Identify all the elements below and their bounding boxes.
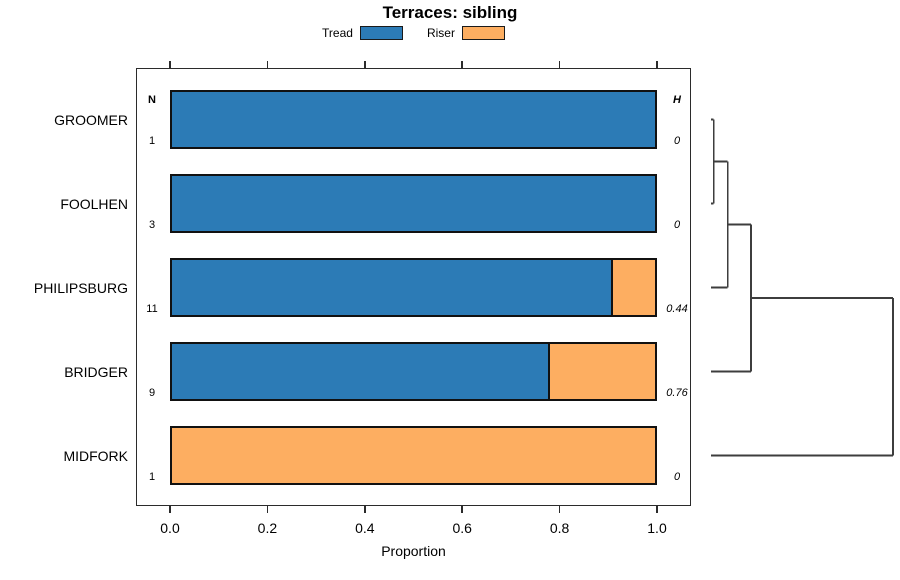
bar-midfork <box>170 426 657 485</box>
bar-groomer <box>170 90 657 149</box>
x-tick-bottom <box>656 506 658 513</box>
x-tick-label: 0.8 <box>549 520 570 536</box>
bar-segment-riser <box>172 428 655 483</box>
x-tick-label: 0.2 <box>257 520 278 536</box>
x-tick-top <box>558 61 561 68</box>
legend-label: Riser <box>426 26 455 40</box>
category-label: MIDFORK <box>63 447 128 464</box>
x-tick-bottom <box>558 506 561 513</box>
legend-item-riser: Riser <box>427 26 505 40</box>
legend-label: Tread <box>322 26 353 40</box>
x-tick-bottom <box>266 506 269 513</box>
n-column-header: N <box>148 94 156 106</box>
x-tick-bottom <box>169 506 171 513</box>
n-value: 1 <box>148 135 156 147</box>
n-value: 9 <box>148 387 156 399</box>
n-value: 11 <box>146 303 158 315</box>
x-tick-label: 1.0 <box>647 520 667 536</box>
bar-segment-tread <box>172 344 548 399</box>
chart-title: Terraces: sibling <box>382 3 518 22</box>
plot-frame <box>136 68 691 506</box>
x-tick-label: 0.4 <box>355 520 375 536</box>
legend-swatch-tread-icon <box>359 26 403 40</box>
x-tick-top <box>169 61 171 68</box>
bar-foolhen <box>170 174 657 233</box>
bar-bridger <box>170 342 657 401</box>
legend-swatch-riser-icon <box>461 26 505 40</box>
x-tick-label: 0.6 <box>452 520 472 536</box>
x-tick-top <box>266 61 269 68</box>
x-axis-label: Proportion <box>381 543 446 559</box>
category-label: FOOLHEN <box>60 195 128 212</box>
bar-philipsburg <box>170 258 657 317</box>
bar-segment-tread <box>172 92 655 147</box>
category-label: PHILIPSBURG <box>33 279 128 296</box>
bar-segment-tread <box>172 176 655 231</box>
bar-segment-riser <box>547 344 655 399</box>
x-tick-label: 0.0 <box>160 520 180 536</box>
legend-item-tread: Tread <box>322 26 403 40</box>
n-value: 3 <box>148 219 156 231</box>
x-tick-top <box>461 61 463 68</box>
x-tick-top <box>364 61 366 68</box>
h-value: 0 <box>673 471 681 483</box>
h-value: 0.76 <box>666 387 688 399</box>
h-value: 0 <box>673 135 681 147</box>
legend: Tread Riser <box>136 24 691 42</box>
x-tick-bottom <box>364 506 366 513</box>
category-label: BRIDGER <box>64 363 128 380</box>
bar-segment-riser <box>611 260 655 315</box>
n-value: 1 <box>148 471 156 483</box>
h-value: 0 <box>673 219 681 231</box>
h-column-header: H <box>673 94 681 106</box>
x-tick-top <box>656 61 658 68</box>
bar-segment-tread <box>172 260 612 315</box>
x-tick-bottom <box>461 506 463 513</box>
category-label: GROOMER <box>54 111 128 128</box>
h-value: 0.44 <box>666 303 688 315</box>
